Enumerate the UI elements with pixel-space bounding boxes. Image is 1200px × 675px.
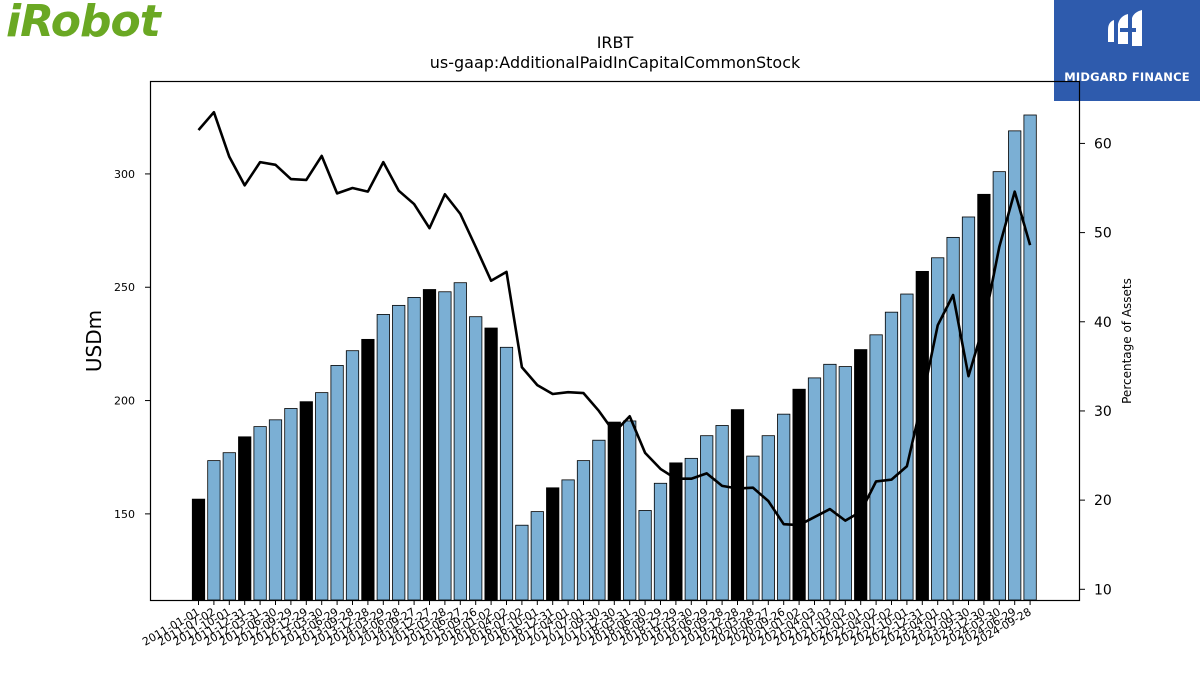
bar [869,334,883,601]
bar-series [191,114,1037,601]
bar [376,314,390,601]
plot-frame [149,80,1081,602]
chart-subtitle: us-gaap:AdditionalPaidInCapitalCommonSto… [430,53,801,72]
bar [207,460,221,601]
bar [438,291,452,601]
bar [499,346,514,601]
bar [330,365,344,601]
bar [546,487,560,601]
bar [623,420,637,601]
bar [422,289,437,601]
y2-tick-label: 60 [1094,136,1112,152]
bar [653,482,668,601]
bar [268,419,283,601]
bar [854,349,868,601]
bar [823,363,837,601]
percentage-line-series [197,110,1032,527]
bar [1008,130,1022,601]
bar [946,236,960,601]
bar [884,311,899,601]
y2-tick-label: 30 [1094,404,1112,420]
y2-tick-label: 50 [1094,226,1112,242]
bar [931,257,945,601]
bar [576,460,591,601]
bar [669,462,683,601]
y-tick-label: 250 [114,281,135,294]
bar [746,455,760,601]
bar [592,439,606,601]
bar [222,452,236,601]
bar [792,388,806,601]
bar [253,426,267,601]
bar [700,435,714,601]
bar [238,436,252,601]
bar [469,316,483,601]
y-tick-label: 200 [114,395,135,408]
percentage-line [197,110,1032,527]
bar [345,350,360,601]
y-tick-label: 150 [114,508,135,521]
y2-tick-label: 20 [1094,493,1112,509]
bar [484,327,498,601]
bar [607,421,621,601]
y-tick-label: 300 [114,168,135,181]
bar [838,366,852,601]
irobot-logo-text: iRobot [6,0,161,47]
bar [961,216,976,601]
chart-title: IRBT [597,33,634,52]
bar [715,425,729,601]
right-axis-ticks: 10 20 30 40 50 60 [1080,136,1112,598]
bar [1023,114,1037,601]
bar [284,408,298,601]
y2-tick-label: 40 [1094,315,1112,331]
bar [315,392,329,601]
bar [515,524,529,601]
bar [915,270,929,601]
bar [977,193,991,601]
bar [777,413,791,601]
bar [191,498,206,601]
bar [453,282,467,601]
left-axis-ticks: 150 200 250 300 [114,168,150,521]
bar [407,297,421,601]
midgard-logo-mark-icon [1108,10,1142,46]
y2-tick-label: 10 [1094,582,1112,598]
bar [561,479,575,601]
irobot-logo: iRobot [6,0,176,47]
bar [730,409,745,601]
bar [392,304,406,601]
y-axis-label: USDm [82,310,106,372]
bar [530,511,544,601]
x-axis-ticks: 2011-01-012011-07-022011-10-012011-12-31… [140,600,1034,649]
bar [638,510,652,601]
bar [761,435,775,601]
midgard-finance-logo: MIDGARD FINANCE [1054,0,1200,101]
y2-axis-label: Percentage of Assets [1120,278,1134,404]
bar [361,338,375,601]
bar [807,377,822,601]
bar [299,401,313,601]
midgard-logo-text: MIDGARD FINANCE [1064,70,1190,84]
